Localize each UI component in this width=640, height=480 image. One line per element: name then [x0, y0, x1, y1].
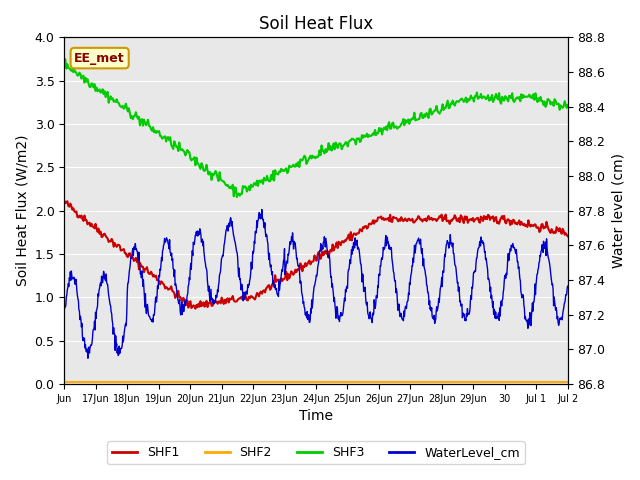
- WaterLevel_cm: [265, 257, 273, 263]
- WaterLevel_cm: [407, 272, 415, 277]
- SHF2: [552, 379, 559, 385]
- Line: WaterLevel_cm: WaterLevel_cm: [64, 209, 568, 358]
- SHF1: [191, 306, 199, 312]
- Line: SHF1: SHF1: [64, 201, 568, 309]
- SHF1: [301, 264, 308, 270]
- Line: SHF3: SHF3: [64, 59, 568, 197]
- SHF2: [360, 379, 368, 385]
- SHF3: [362, 133, 370, 139]
- SHF1: [553, 224, 561, 230]
- SHF2: [60, 379, 68, 385]
- SHF3: [60, 58, 68, 64]
- Y-axis label: Water level (cm): Water level (cm): [611, 153, 625, 268]
- SHF1: [303, 261, 311, 267]
- SHF2: [333, 379, 340, 385]
- SHF1: [474, 215, 482, 221]
- WaterLevel_cm: [283, 258, 291, 264]
- Y-axis label: Soil Heat Flux (W/m2): Soil Heat Flux (W/m2): [15, 135, 29, 287]
- SHF3: [564, 102, 572, 108]
- Title: Soil Heat Flux: Soil Heat Flux: [259, 15, 373, 33]
- WaterLevel_cm: [463, 313, 471, 319]
- WaterLevel_cm: [60, 307, 68, 312]
- SHF3: [554, 101, 561, 107]
- SHF1: [334, 245, 342, 251]
- WaterLevel_cm: [84, 355, 92, 361]
- Legend: SHF1, SHF2, SHF3, WaterLevel_cm: SHF1, SHF2, SHF3, WaterLevel_cm: [107, 442, 525, 465]
- SHF2: [473, 379, 481, 385]
- WaterLevel_cm: [564, 283, 572, 289]
- Text: EE_met: EE_met: [74, 51, 125, 65]
- WaterLevel_cm: [258, 206, 266, 212]
- WaterLevel_cm: [454, 279, 461, 285]
- SHF3: [301, 154, 309, 160]
- X-axis label: Time: Time: [299, 409, 333, 423]
- SHF1: [60, 198, 68, 204]
- SHF3: [61, 56, 69, 62]
- SHF3: [305, 157, 312, 163]
- SHF3: [475, 95, 483, 100]
- SHF3: [335, 142, 342, 147]
- SHF1: [361, 223, 369, 229]
- SHF2: [564, 379, 572, 385]
- SHF2: [303, 379, 310, 385]
- SHF1: [564, 233, 572, 239]
- WaterLevel_cm: [113, 343, 120, 349]
- SHF2: [300, 379, 307, 385]
- SHF3: [233, 194, 241, 200]
